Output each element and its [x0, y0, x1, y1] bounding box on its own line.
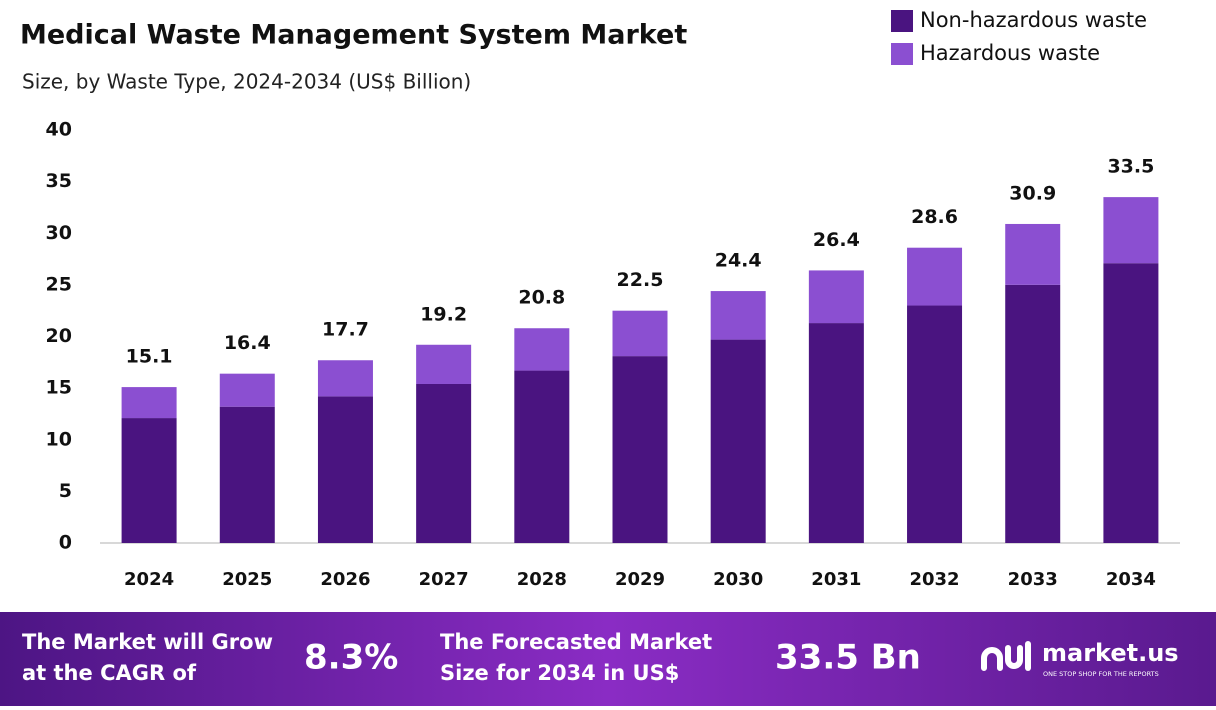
y-tick-label: 15	[46, 377, 72, 399]
bar-segment	[808, 323, 864, 543]
bar-segment	[907, 305, 963, 543]
forecast-value: 33.5 Bn	[775, 638, 921, 678]
cagr-value: 8.3%	[304, 638, 398, 678]
bar-segment	[1103, 263, 1159, 543]
legend-label: Hazardous waste	[920, 41, 1100, 65]
legend-label: Non-hazardous waste	[920, 8, 1147, 32]
chart-subtitle: Size, by Waste Type, 2024-2034 (US$ Bill…	[22, 70, 471, 94]
x-tick-label: 2029	[615, 569, 665, 590]
y-tick-label: 35	[46, 170, 72, 192]
bar-segment	[1005, 284, 1061, 543]
bar-segment	[710, 291, 766, 340]
y-tick-label: 20	[46, 325, 72, 347]
total-label: 26.4	[813, 229, 860, 251]
bar-segment	[612, 310, 668, 357]
y-tick-label: 5	[59, 480, 72, 502]
bar-segment	[416, 383, 472, 543]
total-label: 30.9	[1009, 182, 1056, 204]
bar-segment	[514, 370, 570, 543]
y-tick-label: 40	[46, 119, 72, 141]
bar-segment	[317, 396, 373, 543]
x-tick-label: 2032	[909, 569, 959, 590]
total-label: 22.5	[617, 269, 664, 291]
y-tick-label: 10	[46, 428, 72, 450]
bar-segment	[219, 406, 275, 543]
bar-segment	[808, 270, 864, 324]
y-tick-label: 30	[46, 222, 72, 244]
y-tick-label: 0	[59, 532, 72, 554]
x-tick-label: 2026	[320, 569, 370, 590]
bar-segment	[907, 247, 963, 306]
chart-title: Medical Waste Management System Market	[20, 20, 687, 51]
cagr-text: at the CAGR of	[22, 661, 197, 685]
legend-swatch	[891, 10, 913, 32]
bar-segment	[514, 328, 570, 371]
forecast-text: The Forecasted Market	[440, 630, 712, 654]
brand-logo	[981, 641, 1031, 671]
bar-segment	[317, 360, 373, 397]
footer-banner	[0, 612, 1216, 706]
legend-swatch	[891, 43, 913, 65]
x-tick-label: 2027	[419, 569, 469, 590]
total-label: 16.4	[224, 332, 271, 354]
x-tick-label: 2033	[1008, 569, 1058, 590]
total-label: 19.2	[420, 303, 467, 325]
total-label: 28.6	[911, 206, 958, 228]
total-label: 24.4	[715, 250, 762, 272]
x-tick-label: 2031	[811, 569, 861, 590]
bar-segment	[121, 418, 177, 543]
brand-name: market.us	[1042, 639, 1179, 667]
bar-segment	[612, 356, 668, 543]
bar-segment	[416, 344, 472, 384]
total-label: 17.7	[322, 319, 369, 341]
cagr-text: The Market will Grow	[22, 630, 273, 654]
y-tick-label: 25	[46, 273, 72, 295]
total-label: 20.8	[518, 287, 565, 309]
bar-segment	[219, 373, 275, 407]
bar-segment	[710, 339, 766, 543]
x-tick-label: 2025	[222, 569, 272, 590]
forecast-text: Size for 2034 in US$	[440, 661, 679, 685]
total-label: 15.1	[126, 346, 173, 368]
total-label: 33.5	[1107, 156, 1154, 178]
brand-tagline: ONE STOP SHOP FOR THE REPORTS	[1043, 670, 1159, 678]
bar-segment	[1005, 223, 1061, 285]
bar-segment	[1103, 197, 1159, 264]
x-tick-label: 2034	[1106, 569, 1156, 590]
plot-area: 051015202530354015.1202416.4202517.72026…	[46, 8, 1180, 590]
x-tick-label: 2028	[517, 569, 567, 590]
bar-segment	[121, 387, 177, 419]
x-tick-label: 2024	[124, 569, 174, 590]
x-tick-label: 2030	[713, 569, 763, 590]
